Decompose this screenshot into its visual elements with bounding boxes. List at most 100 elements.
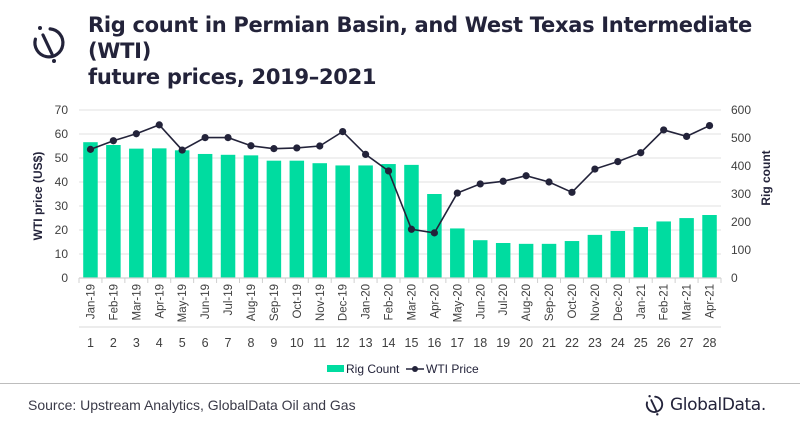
x-axis-month-label: Jun-19: [200, 284, 212, 319]
wti-price-point: [522, 172, 530, 180]
x-axis-index-label: 17: [450, 336, 464, 350]
bar-rig-count: [610, 230, 626, 278]
legend-label-rig-count: Rig Count: [346, 362, 400, 376]
chart-title: Rig count in Permian Basin, and West Tex…: [88, 12, 788, 90]
left-axis-ticks: 0 10 20 30 40 50 60 70: [55, 103, 69, 285]
wti-price-point: [362, 150, 370, 158]
x-axis-month-label: Nov-20: [590, 284, 602, 321]
wti-price-point: [453, 189, 461, 197]
bar-rig-count: [174, 150, 190, 278]
x-axis-index-label: 1: [87, 336, 94, 350]
x-axis-month-label: Jul-20: [498, 284, 510, 315]
x-axis-index-label: 27: [680, 336, 694, 350]
x-axis-index-label: 8: [247, 336, 254, 350]
left-axis-tick-label: 10: [55, 247, 69, 261]
bar-rig-count: [106, 145, 121, 278]
right-axis-tick-label: 300: [731, 187, 751, 201]
wti-price-point: [155, 121, 163, 129]
x-axis-index-label: 21: [542, 336, 556, 350]
x-axis-month-label: Apr-19: [154, 284, 166, 319]
bar-rig-count: [564, 241, 580, 278]
wti-price-point: [568, 188, 576, 196]
legend-label-wti-price: WTI Price: [426, 362, 479, 376]
right-axis-tick-label: 600: [731, 103, 751, 117]
x-axis-month-label: May-20: [452, 284, 464, 322]
globaldata-logo-icon: [33, 26, 65, 63]
x-axis-month-label: Jan-20: [361, 284, 373, 319]
x-axis-index-label: 3: [133, 336, 140, 350]
left-axis-tick-label: 0: [61, 271, 68, 285]
bar-rig-count: [633, 227, 648, 278]
x-axis-index-label: 18: [473, 336, 487, 350]
x-axis-index-label: 13: [359, 336, 373, 350]
x-axis-index-label: 15: [405, 336, 419, 350]
x-axis-month-label: Mar-21: [682, 284, 694, 320]
wti-price-point: [132, 130, 140, 138]
x-axis-index-label: 14: [382, 336, 396, 350]
x-axis-index-label: 16: [427, 336, 441, 350]
brand-name: GlobalData.: [670, 395, 766, 415]
wti-price-point: [591, 165, 599, 173]
line-series-wti-price: [86, 121, 714, 237]
x-axis-index-label: 5: [179, 336, 186, 350]
bar-rig-count: [266, 160, 282, 278]
x-axis-month-label: Dec-19: [338, 284, 350, 321]
wti-price-point: [293, 144, 301, 152]
bar-rig-count: [656, 221, 671, 278]
x-axis-month-label: Apr-20: [429, 284, 441, 319]
left-axis-tick-label: 40: [55, 175, 69, 189]
bar-rig-count: [358, 165, 373, 278]
right-axis-ticks: 0 100 200 300 400 500 600: [731, 103, 751, 285]
x-axis-month-label: Feb-20: [384, 284, 396, 320]
bar-series-rig-count: [83, 142, 717, 278]
wti-price-point: [637, 149, 645, 157]
x-axis: Jan-19 1 Feb-19 2 Mar-19 3 Apr-19 4 May-19 5 Jun-1…: [78, 277, 722, 350]
legend-swatch-rig-count: [327, 365, 344, 372]
x-axis-index-label: 4: [156, 336, 163, 350]
x-axis-index-label: 10: [290, 336, 304, 350]
x-axis-month-label: Jan-21: [636, 284, 648, 319]
x-axis-index-label: 2: [110, 336, 117, 350]
wti-price-point: [178, 146, 186, 154]
wti-price-point: [270, 145, 278, 153]
bar-rig-count: [702, 215, 717, 278]
bar-rig-count: [518, 243, 534, 278]
x-axis-index-label: 7: [225, 336, 232, 350]
wti-price-point: [683, 132, 691, 140]
left-axis-tick-label: 60: [55, 127, 69, 141]
wti-price-point: [339, 128, 347, 136]
brand-logo: GlobalData.: [643, 390, 766, 420]
bar-rig-count: [152, 148, 167, 278]
bar-rig-count: [83, 142, 98, 278]
x-axis-index-label: 24: [611, 336, 625, 350]
globaldata-brand-icon: [645, 394, 664, 416]
wti-price-line: [90, 123, 710, 234]
x-axis-index-label: 9: [270, 336, 277, 350]
bar-rig-count: [197, 153, 213, 278]
bar-rig-count: [289, 160, 305, 278]
chart-title-line-2: future prices, 2019–2021: [88, 65, 377, 89]
x-axis-month-label: Dec-20: [613, 284, 625, 321]
bar-rig-count: [220, 154, 236, 278]
wti-price-point: [201, 134, 209, 142]
bar-rig-count: [587, 234, 603, 278]
bar-rig-count: [679, 218, 694, 278]
x-axis-month-label: Feb-21: [659, 284, 671, 320]
wti-price-point: [407, 225, 416, 233]
x-axis-month-label: Jan-19: [85, 284, 97, 319]
source-note: Source: Upstream Analytics, GlobalData O…: [28, 397, 356, 413]
left-axis-tick-label: 20: [55, 223, 69, 237]
x-axis-month-label: Sep-19: [269, 284, 281, 321]
wti-price-point: [224, 134, 232, 142]
wti-price-point: [545, 178, 553, 186]
wti-price-point: [316, 142, 324, 150]
bar-rig-count: [335, 165, 350, 278]
x-axis-index-label: 23: [588, 336, 602, 350]
x-axis-index-label: 11: [313, 336, 326, 350]
x-axis-month-label: May-19: [177, 284, 189, 322]
wti-price-point: [499, 177, 507, 185]
left-axis-title: WTI price (US$): [31, 152, 45, 241]
wti-price-point: [430, 229, 438, 237]
bar-rig-count: [404, 164, 419, 278]
